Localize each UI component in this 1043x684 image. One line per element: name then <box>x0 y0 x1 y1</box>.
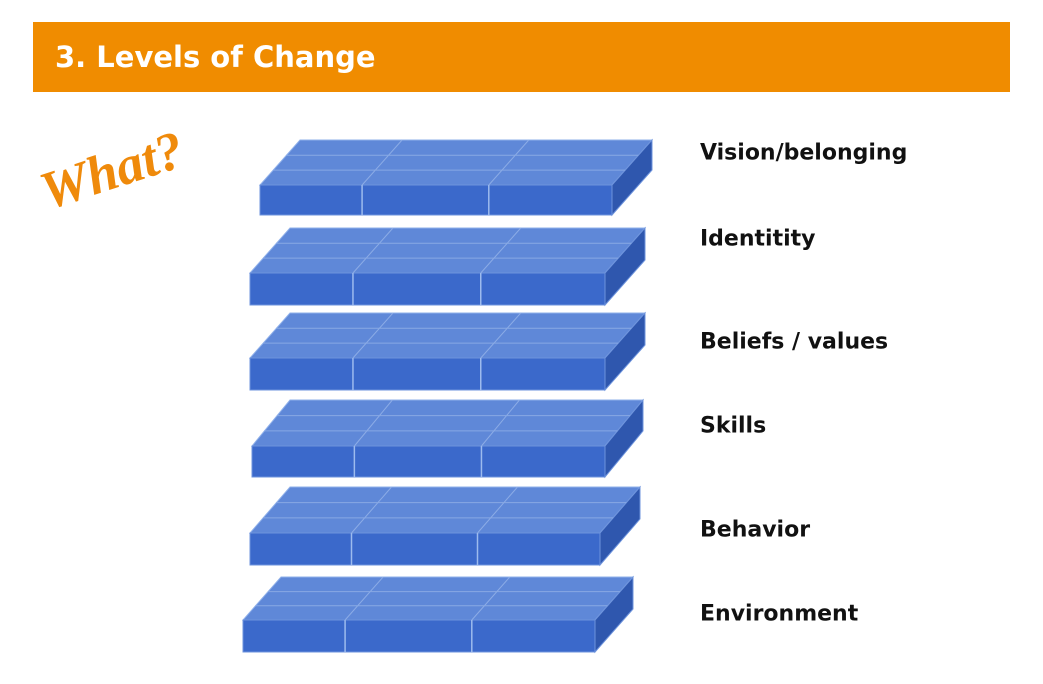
slab-side <box>604 226 646 307</box>
header-bar: 3. Levels of Change <box>33 22 1010 92</box>
slab-divider <box>361 139 403 186</box>
level-label: Beliefs / values <box>700 329 889 355</box>
slab-divider <box>471 576 511 621</box>
slab-divider <box>477 486 518 534</box>
slab-top <box>258 139 654 186</box>
slab-front <box>251 445 606 478</box>
slab-divider <box>480 312 522 359</box>
slab-divider <box>351 486 392 534</box>
slab-top <box>248 227 647 274</box>
slab-side <box>604 311 646 392</box>
slab-side <box>611 138 653 217</box>
slab-top <box>248 486 642 534</box>
slab-divider <box>344 576 384 621</box>
slab-divider <box>353 399 393 447</box>
slide-title: 3. Levels of Change <box>55 40 376 74</box>
slab-front <box>259 184 613 216</box>
slab-front <box>249 357 606 391</box>
level-label: Identitity <box>700 226 816 252</box>
slab-top <box>241 576 635 621</box>
slab-side <box>599 485 641 567</box>
slab-front <box>249 532 601 566</box>
slab-divider <box>481 399 520 447</box>
slab-front <box>242 619 596 653</box>
slab-front <box>249 272 606 306</box>
level-label: Behavior <box>700 517 811 543</box>
slab-top <box>248 312 647 359</box>
level-label: Environment <box>700 601 859 627</box>
slab-divider <box>352 227 394 274</box>
slab-top <box>250 399 645 447</box>
slab-side <box>594 575 634 654</box>
slab-divider <box>488 139 530 186</box>
slab-divider <box>352 312 394 359</box>
slab-side <box>604 398 644 479</box>
level-label: Skills <box>700 413 767 439</box>
slab-divider <box>480 227 522 274</box>
level-label: Vision/belonging <box>700 140 908 166</box>
